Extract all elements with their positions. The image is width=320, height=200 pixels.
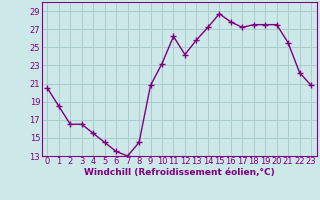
X-axis label: Windchill (Refroidissement éolien,°C): Windchill (Refroidissement éolien,°C)	[84, 168, 275, 177]
